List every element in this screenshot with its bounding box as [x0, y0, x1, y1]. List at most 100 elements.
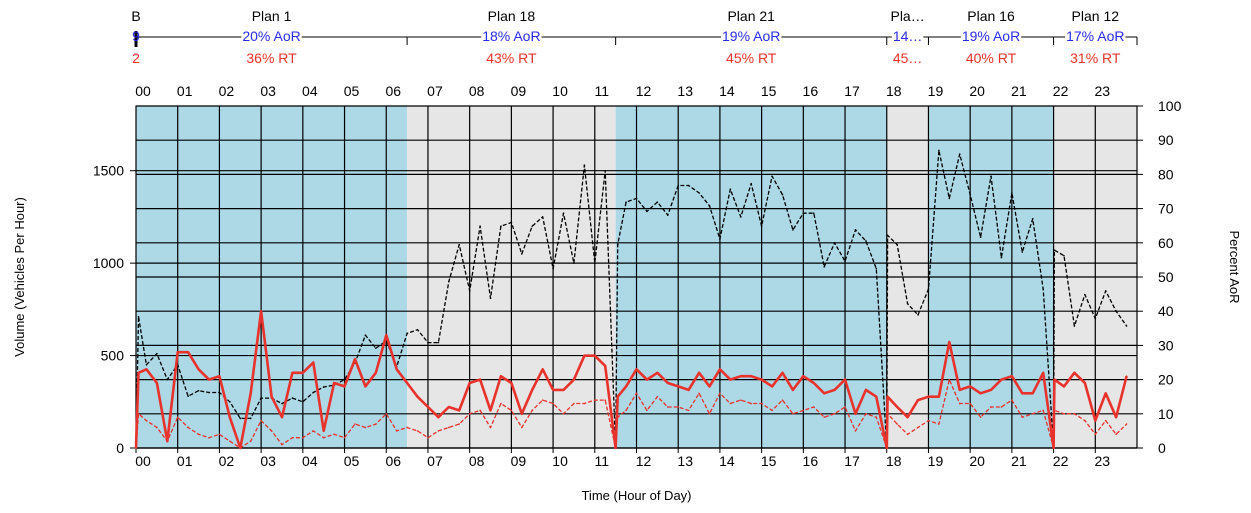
data-point — [541, 399, 544, 401]
data-point — [541, 216, 544, 218]
data-point — [656, 201, 659, 203]
data-point — [616, 416, 619, 419]
data-point — [906, 303, 909, 305]
data-point — [489, 297, 492, 300]
data-point — [354, 358, 356, 360]
data-point — [750, 375, 752, 377]
x-tick-label-top: 22 — [1053, 83, 1069, 99]
data-point — [510, 382, 513, 384]
data-point — [927, 419, 930, 422]
data-point — [844, 406, 846, 408]
x-tick-label-top: 10 — [552, 83, 568, 99]
data-point — [510, 409, 513, 412]
data-point — [729, 188, 732, 190]
data-point — [875, 395, 878, 398]
data-point — [750, 402, 752, 405]
data-point — [291, 436, 294, 439]
x-tick-label: 23 — [1095, 453, 1111, 469]
plan-aor-background — [1065, 28, 1126, 44]
data-point — [1042, 371, 1044, 374]
data-point — [583, 402, 586, 405]
plan-rt: 40% RT — [966, 50, 1017, 66]
series-lines — [134, 149, 1128, 450]
y2-tick-label: 30 — [1158, 337, 1174, 353]
plan-aor-background — [481, 28, 542, 44]
data-point — [1063, 385, 1065, 388]
plan-header: Plan 1 20% AoR 36% RT Plan 18 18% AoR 43% RT P… — [131, 8, 1138, 66]
data-point — [156, 352, 158, 355]
plan-name: Plan 16 — [967, 8, 1015, 24]
data-point — [427, 341, 429, 344]
plan-name: Plan 1 — [252, 8, 292, 24]
y-tick-label: 1500 — [93, 163, 124, 179]
data-point — [1073, 325, 1076, 327]
data-point — [875, 267, 878, 270]
x-tick-label-top: 03 — [260, 83, 276, 99]
legend-glyph: 9 — [132, 28, 140, 44]
data-point — [458, 243, 461, 246]
data-point — [1000, 406, 1003, 408]
data-point — [698, 371, 700, 374]
data-point — [312, 361, 315, 364]
x-tick-label: 01 — [177, 453, 193, 469]
data-point — [312, 430, 315, 432]
data-point — [792, 389, 794, 391]
plan-aor-background — [960, 28, 1022, 44]
data-point — [375, 371, 377, 374]
data-point — [1021, 392, 1024, 395]
data-point — [927, 288, 930, 290]
data-point — [375, 423, 377, 425]
data-point — [249, 417, 252, 420]
plan-aor: 19% AoR — [722, 28, 780, 44]
data-point — [427, 406, 429, 408]
data-point — [1125, 375, 1128, 377]
data-point — [656, 371, 659, 374]
data-point — [593, 262, 596, 264]
data-point — [802, 375, 805, 377]
data-point — [531, 225, 534, 227]
x-tick-label-top: 11 — [595, 83, 610, 99]
y-tick-label: 0 — [116, 440, 124, 456]
data-point — [137, 371, 140, 374]
data-point — [239, 417, 242, 420]
x-tick-label-top: 09 — [511, 83, 527, 99]
data-point — [938, 149, 940, 152]
data-point — [833, 413, 836, 415]
data-point — [666, 406, 669, 408]
data-point — [708, 205, 711, 207]
data-point — [1084, 293, 1086, 296]
y2-tick-label: 40 — [1158, 303, 1174, 319]
data-point — [1021, 251, 1024, 253]
data-point — [281, 402, 283, 405]
x-tick-label-top: 00 — [135, 83, 151, 99]
data-point — [886, 413, 889, 415]
data-point — [593, 354, 596, 357]
plan-aor-background — [241, 28, 302, 44]
data-point — [562, 389, 565, 391]
data-point — [917, 314, 919, 316]
data-point — [719, 392, 721, 395]
data-point — [979, 392, 982, 395]
data-point — [729, 378, 732, 381]
data-point — [604, 399, 607, 401]
data-point — [395, 368, 398, 371]
data-point — [812, 406, 815, 408]
data-point — [875, 416, 878, 419]
x-tick-label-top: 02 — [219, 83, 235, 99]
data-point — [1115, 433, 1117, 436]
data-point — [771, 409, 773, 412]
data-point — [302, 436, 304, 439]
x-tick-label: 18 — [886, 453, 902, 469]
data-point — [1063, 413, 1065, 415]
plan-rt: 31% RT — [1070, 50, 1121, 66]
data-point — [666, 214, 669, 216]
data-point — [739, 399, 742, 401]
data-point — [677, 406, 680, 408]
data-point — [927, 395, 930, 398]
data-point — [249, 392, 252, 395]
data-point — [229, 440, 231, 442]
data-point — [1042, 288, 1044, 290]
data-point — [343, 385, 346, 388]
x-tick-label-top: 07 — [427, 83, 443, 99]
data-point — [270, 395, 273, 398]
